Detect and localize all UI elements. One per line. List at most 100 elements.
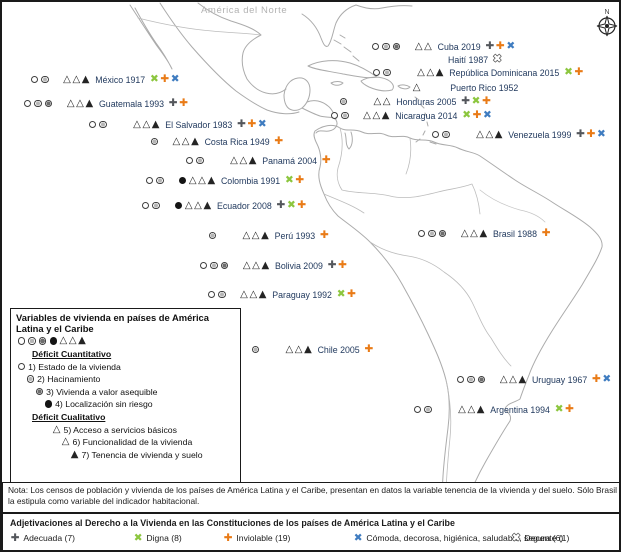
legend-item-label: 6) Funcionalidad de la vivienda: [72, 437, 193, 448]
legend-item: ▲ 7) Tenencia de vivienda y suelo: [70, 448, 236, 460]
circle-symbol-c1: [23, 99, 32, 108]
country-label-argentina: Argentina 1994: [490, 404, 550, 415]
island-jamaica: [330, 81, 344, 86]
adjective-adecuada-icon: ✚: [10, 532, 20, 544]
symbol-gap: [421, 87, 433, 88]
adjective-digna-icon: ✖: [284, 174, 294, 187]
circle-symbol-c3: [38, 337, 47, 345]
coast-mexico-pacific: [159, 2, 300, 115]
legend-item: 2) Hacinamiento: [25, 374, 236, 384]
triangle-symbol-t5: △: [414, 40, 423, 52]
adjective-digna-icon: ✖: [462, 109, 471, 122]
adjective-digna-icon: ✖: [471, 95, 481, 108]
triangle-symbol-t5: △: [59, 335, 68, 347]
triangle-symbol-t7: ▲: [435, 66, 444, 78]
triangle-symbol-t7: ▲: [518, 373, 527, 385]
country-row-mexico: △ △ ▲ México 1917 ✖ ✚ ✖: [29, 73, 180, 86]
legend-item: 3) Vivienda a valor asequible: [34, 387, 236, 397]
triangle-symbol-t5: △: [363, 109, 371, 121]
inlet-maracaibo: [344, 131, 353, 150]
circle-symbol-c1: [17, 337, 26, 345]
adjective-inviolable-icon: ✚: [297, 199, 307, 212]
adjective-legend-item-inviolable: ✚ Inviolable (19): [223, 533, 291, 544]
symbol-gap: [402, 46, 414, 47]
triangle-symbol-t5: △: [285, 343, 294, 355]
country-row-nicaragua: △ △ ▲ Nicaragua 2014 ✖ ✚ ✖: [329, 109, 493, 122]
country-row-peru: △ △ ▲ Perú 1993 ✚: [207, 229, 330, 242]
circle-symbol-c1: [431, 130, 440, 139]
symbol-gap: [161, 205, 173, 206]
adjective-inviolable-icon: ✚: [319, 229, 329, 242]
adjective-comoda-icon: ✖: [483, 109, 492, 122]
symbol-gap: [361, 101, 373, 102]
adjective-legend-label: Cómoda, decorosa, higiénica, saludable, …: [366, 533, 564, 544]
triangle-symbol-t7: ▲: [207, 174, 216, 186]
country-label-puerto-rico: Puerto Rico 1952: [450, 82, 519, 93]
symbol-gap: [108, 124, 120, 125]
circle-symbol-c3: [44, 99, 53, 108]
country-label-nicaragua: Nicaragua 2014: [395, 110, 458, 121]
circle-symbol-c1: [185, 156, 194, 165]
adjective-inviolable-icon: ✚: [338, 259, 347, 272]
adjective-inviolable-icon: ✚: [160, 73, 170, 86]
circle-symbol-c2: [150, 137, 159, 146]
country-row-puerto-rico: △ Puerto Rico 1952: [412, 81, 522, 94]
triangle-symbol-t5: △: [242, 229, 251, 241]
triangle-symbol-t6: △: [372, 109, 381, 121]
triangle-symbol-t7: ▲: [81, 73, 90, 85]
triangle-symbol-t6: △: [142, 118, 151, 130]
symbol-gap: [448, 233, 460, 234]
symbol-gap: [230, 265, 242, 266]
country-label-peru: Perú 1993: [274, 230, 316, 241]
triangle-symbol-t7: ▲: [494, 128, 503, 140]
legend-symbol-row: △ △ ▲: [16, 336, 236, 346]
compass-north-label: N: [604, 9, 609, 16]
circle-symbol-c1: [413, 405, 422, 414]
symbol-gap: [445, 409, 457, 410]
adjectives-legend-items: ✚ Adecuada (7) ✖ Digna (8) ✚ Inviolable (19) ✖…: [3, 532, 619, 550]
circle-symbol-c1: [199, 261, 208, 270]
adjective-comoda-icon: ✖: [170, 73, 180, 86]
circle-symbol-c2: [208, 231, 217, 240]
country-label-cuba: Cuba 2019: [437, 41, 481, 52]
adjective-inviolable-icon: ✚: [495, 40, 505, 53]
legend-title: Variables de vivienda en países de Améri…: [16, 312, 209, 335]
adjectives-legend-title: Adjetivaciones al Derecho a la Vivienda …: [10, 518, 455, 528]
coast-atlantic: [355, 4, 413, 10]
country-label-brasil: Brasil 1988: [492, 228, 537, 239]
legend-item: 1) Estado de la vivienda: [16, 362, 236, 372]
island-puerto-rico: [397, 84, 411, 90]
triangle-symbol-t5: △: [499, 373, 508, 385]
compass-icon: N: [596, 9, 618, 37]
adjective-comoda-icon: ✖: [257, 118, 267, 131]
triangle-symbol-t6: △: [181, 135, 190, 147]
circle-symbol-c1: [141, 201, 150, 210]
adjective-legend-item-comoda: ✖ Cómoda, decorosa, higiénica, saludable,…: [353, 533, 563, 544]
circle-symbol-c2: [28, 337, 36, 345]
country-row-brasil: △ △ ▲ Brasil 1988 ✚: [416, 227, 551, 240]
triangle-symbol-t7: ▲: [261, 229, 269, 241]
country-label-ecuador: Ecuador 2008: [216, 200, 272, 211]
adjective-comoda-icon: ✖: [596, 128, 606, 141]
symbol-gap: [487, 379, 499, 380]
triangle-symbol-t5: △: [172, 135, 181, 147]
note-text: Nota: Los censos de población y vivienda…: [8, 485, 617, 507]
circle-symbol-c2: [251, 345, 260, 354]
country-row-ecuador: △ △ ▲ Ecuador 2008 ✚ ✖ ✚: [140, 199, 307, 212]
triangle-symbol-t7: ▲: [261, 259, 270, 271]
symbol-gap: [120, 124, 132, 125]
country-row-guatemala: △ △ ▲ Guatemala 1993 ✚ ✚: [22, 97, 189, 110]
circle-symbol-c1: [417, 229, 426, 238]
borders-south-america: [323, 127, 512, 550]
triangle-symbol-t6: △: [249, 288, 258, 300]
adjective-adecuada-icon: ✚: [461, 95, 471, 108]
triangle-symbol-t6: △: [382, 95, 391, 107]
adjective-inviolable-icon: ✚: [364, 343, 374, 356]
country-label-panama: Panamá 2004: [262, 155, 318, 166]
country-row-republica-dominicana: △ △ ▲ República Dominicana 2015 ✖ ✚: [371, 66, 584, 79]
triangle-symbol-t7: ▲: [70, 448, 79, 460]
country-row-venezuela: △ △ ▲ Venezuela 1999 ✚ ✚ ✖: [430, 128, 607, 141]
country-label-venezuela: Venezuela 1999: [508, 129, 572, 140]
coast-us-gulf: [197, 2, 287, 95]
